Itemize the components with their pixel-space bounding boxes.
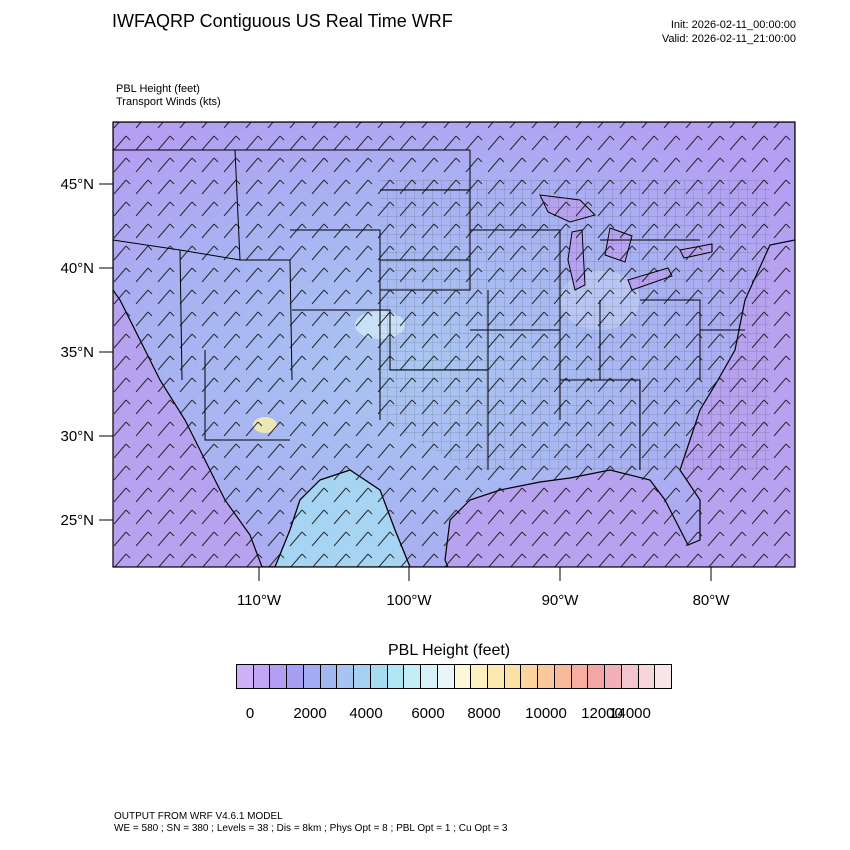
colorbar-swatch	[337, 665, 355, 688]
colorbar-label: 4000	[349, 705, 383, 722]
valid-time: Valid: 2026-02-11_21:00:00	[661, 33, 796, 45]
colorbar-swatch	[554, 665, 572, 688]
colorbar-swatch	[454, 665, 472, 688]
field-label-pbl: PBL Height (feet)	[116, 83, 200, 95]
colorbar-swatch	[588, 665, 606, 688]
lat-label-40: 40°N	[60, 260, 94, 277]
map-panel	[113, 122, 795, 567]
lat-axis	[99, 183, 113, 521]
colorbar-swatch	[320, 665, 338, 688]
lon-tick-labels: 110°W 100°W 90°W 80°W	[237, 592, 730, 609]
lat-label-35: 35°N	[60, 344, 94, 361]
colorbar-swatch	[270, 665, 288, 688]
colorbar-swatch	[605, 665, 622, 688]
colorbar-swatch	[421, 665, 438, 688]
lat-label-25: 25°N	[60, 512, 94, 529]
transport-wind-barbs	[113, 122, 795, 567]
colorbar-swatch	[404, 665, 422, 688]
colorbar-swatch	[437, 665, 455, 688]
colorbar-swatch	[521, 665, 539, 688]
map-frame	[112, 121, 796, 568]
colorbar-swatch	[504, 665, 522, 688]
lat-label-30: 30°N	[60, 428, 94, 445]
lat-tick-labels: 45°N 40°N 35°N 30°N 25°N	[60, 176, 94, 529]
colorbar-swatch	[571, 665, 589, 688]
colorbar-swatch	[287, 665, 304, 688]
lat-label-45: 45°N	[60, 176, 94, 193]
colorbar-swatch	[621, 665, 639, 688]
colorbar-label: 10000	[525, 705, 567, 722]
colorbar-swatch	[253, 665, 271, 688]
colorbar	[236, 664, 672, 689]
plot-title: IWFAQRP Contiguous US Real Time WRF	[112, 11, 453, 31]
footer-model: OUTPUT FROM WRF V4.6.1 MODEL	[114, 811, 283, 822]
colorbar-label: 6000	[411, 705, 445, 722]
colorbar-label: 2000	[293, 705, 327, 722]
lon-label-90: 90°W	[542, 592, 580, 609]
footer-config: WE = 580 ; SN = 380 ; Levels = 38 ; Dis …	[114, 823, 508, 834]
colorbar-swatch	[387, 665, 405, 688]
colorbar-swatch	[370, 665, 388, 688]
colorbar-swatch	[354, 665, 371, 688]
colorbar-swatch	[237, 665, 254, 688]
colorbar-label: 8000	[467, 705, 501, 722]
colorbar-label: 12000	[581, 705, 623, 722]
colorbar-swatch	[655, 665, 672, 688]
lon-label-100: 100°W	[386, 592, 432, 609]
colorbar-swatch	[471, 665, 489, 688]
lon-label-80: 80°W	[693, 592, 731, 609]
colorbar-swatch	[538, 665, 555, 688]
lon-axis	[258, 567, 712, 581]
colorbar-title: PBL Height (feet)	[388, 642, 511, 659]
lon-label-110: 110°W	[237, 592, 282, 609]
init-time: Init: 2026-02-11_00:00:00	[670, 19, 796, 31]
colorbar-swatch	[303, 665, 321, 688]
field-label-winds: Transport Winds (kts)	[116, 96, 221, 108]
colorbar-label: 0	[245, 705, 255, 722]
colorbar-label: 14000	[609, 705, 651, 722]
colorbar-swatch	[638, 665, 656, 688]
colorbar-swatch	[488, 665, 505, 688]
